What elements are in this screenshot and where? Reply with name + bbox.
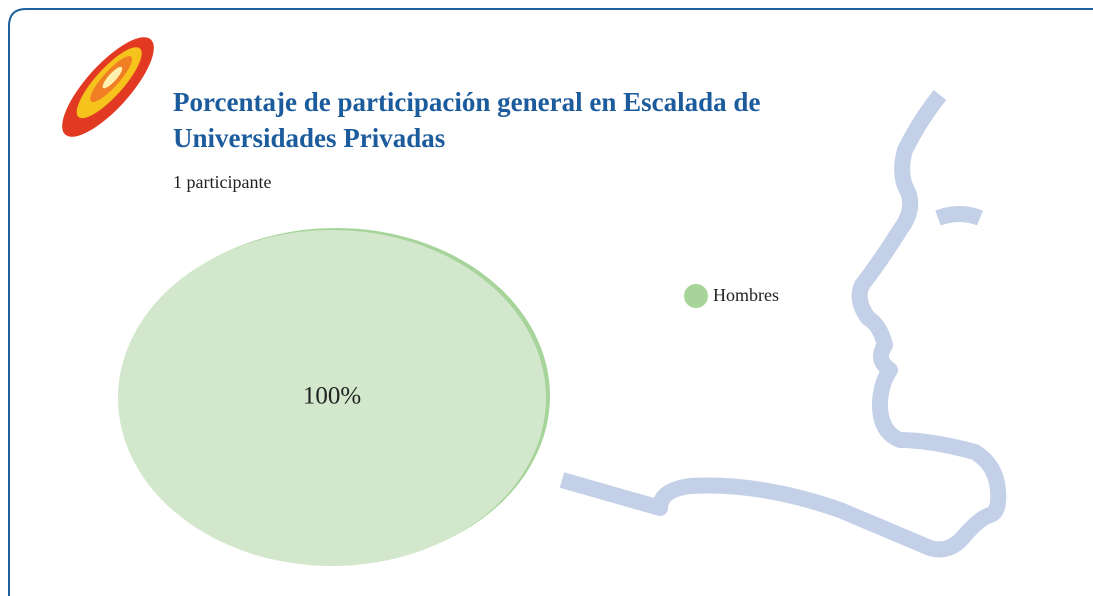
legend-marker — [684, 284, 708, 308]
chart-title: Porcentaje de participación general en E… — [173, 87, 761, 153]
legend-label: Hombres — [713, 285, 779, 305]
chart-subtitle: 1 participante — [173, 172, 272, 192]
frame — [8, 8, 1093, 596]
decor-eye — [935, 206, 983, 226]
logo — [62, 37, 154, 137]
data-label: 100% — [303, 383, 361, 410]
decor-line — [559, 90, 1007, 558]
pie-slice — [118, 230, 546, 566]
